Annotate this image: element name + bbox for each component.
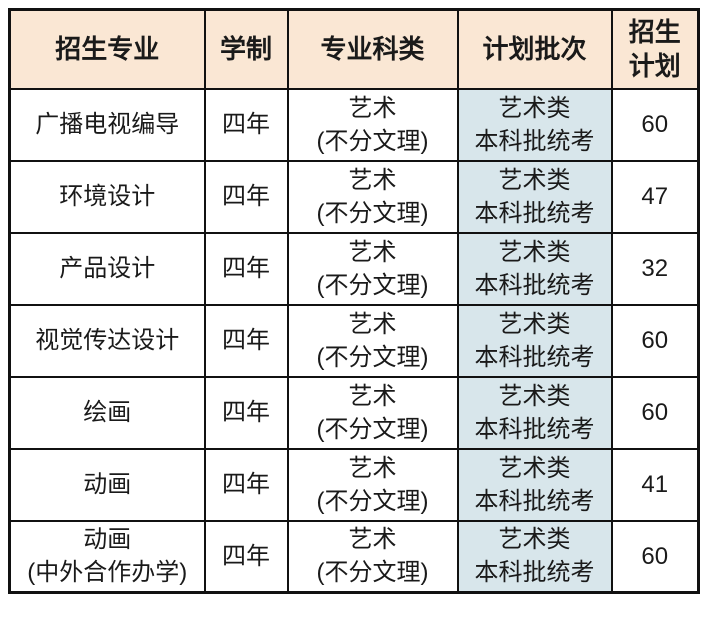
table-row: 绘画 四年 艺术 (不分文理) 艺术类 本科批统考 60	[8, 375, 700, 450]
table-row: 视觉传达设计 四年 艺术 (不分文理) 艺术类 本科批统考 60	[8, 303, 700, 378]
header-quota-line2: 计划	[628, 51, 681, 82]
header-cell-duration: 学制	[203, 8, 289, 90]
cell-category: 艺术 (不分文理)	[286, 87, 459, 162]
cell-major: 视觉传达设计	[8, 303, 206, 378]
cell-batch: 艺术类 本科批统考	[456, 375, 613, 450]
table-row: 动画 (中外合作办学) 四年 艺术 (不分文理) 艺术类 本科批统考 60	[8, 519, 700, 594]
header-cell-quota: 招生 计划	[610, 8, 700, 90]
cell-quota: 47	[610, 159, 700, 234]
cell-quota: 41	[610, 447, 700, 522]
cell-category: 艺术 (不分文理)	[286, 519, 459, 594]
cell-duration: 四年	[203, 303, 289, 378]
cell-category: 艺术 (不分文理)	[286, 375, 459, 450]
cell-category: 艺术 (不分文理)	[286, 303, 459, 378]
cell-category: 艺术 (不分文理)	[286, 159, 459, 234]
cell-quota: 60	[610, 87, 700, 162]
enrollment-plan-table: 招生专业 学制 专业科类 计划批次 招生 计划 广播电视编导 四年 艺术 (不分…	[8, 8, 700, 594]
cell-batch: 艺术类 本科批统考	[456, 159, 613, 234]
cell-duration: 四年	[203, 159, 289, 234]
table-row: 产品设计 四年 艺术 (不分文理) 艺术类 本科批统考 32	[8, 231, 700, 306]
cell-batch: 艺术类 本科批统考	[456, 231, 613, 306]
table-row: 广播电视编导 四年 艺术 (不分文理) 艺术类 本科批统考 60	[8, 87, 700, 162]
cell-quota: 32	[610, 231, 700, 306]
cell-major: 环境设计	[8, 159, 206, 234]
cell-batch: 艺术类 本科批统考	[456, 447, 613, 522]
cell-major: 产品设计	[8, 231, 206, 306]
header-quota-line1: 招生	[628, 17, 681, 48]
cell-duration: 四年	[203, 231, 289, 306]
cell-category: 艺术 (不分文理)	[286, 231, 459, 306]
header-cell-category: 专业科类	[286, 8, 459, 90]
cell-batch: 艺术类 本科批统考	[456, 87, 613, 162]
cell-duration: 四年	[203, 519, 289, 594]
cell-duration: 四年	[203, 447, 289, 522]
cell-quota: 60	[610, 303, 700, 378]
cell-duration: 四年	[203, 87, 289, 162]
cell-quota: 60	[610, 375, 700, 450]
cell-major: 动画 (中外合作办学)	[8, 519, 206, 594]
cell-batch: 艺术类 本科批统考	[456, 519, 613, 594]
cell-batch: 艺术类 本科批统考	[456, 303, 613, 378]
cell-category: 艺术 (不分文理)	[286, 447, 459, 522]
table-header-row: 招生专业 学制 专业科类 计划批次 招生 计划	[8, 8, 700, 90]
header-cell-batch: 计划批次	[456, 8, 613, 90]
cell-major: 动画	[8, 447, 206, 522]
table-row: 动画 四年 艺术 (不分文理) 艺术类 本科批统考 41	[8, 447, 700, 522]
cell-quota: 60	[610, 519, 700, 594]
table-row: 环境设计 四年 艺术 (不分文理) 艺术类 本科批统考 47	[8, 159, 700, 234]
cell-major: 广播电视编导	[8, 87, 206, 162]
header-cell-major: 招生专业	[8, 8, 206, 90]
cell-major: 绘画	[8, 375, 206, 450]
cell-duration: 四年	[203, 375, 289, 450]
